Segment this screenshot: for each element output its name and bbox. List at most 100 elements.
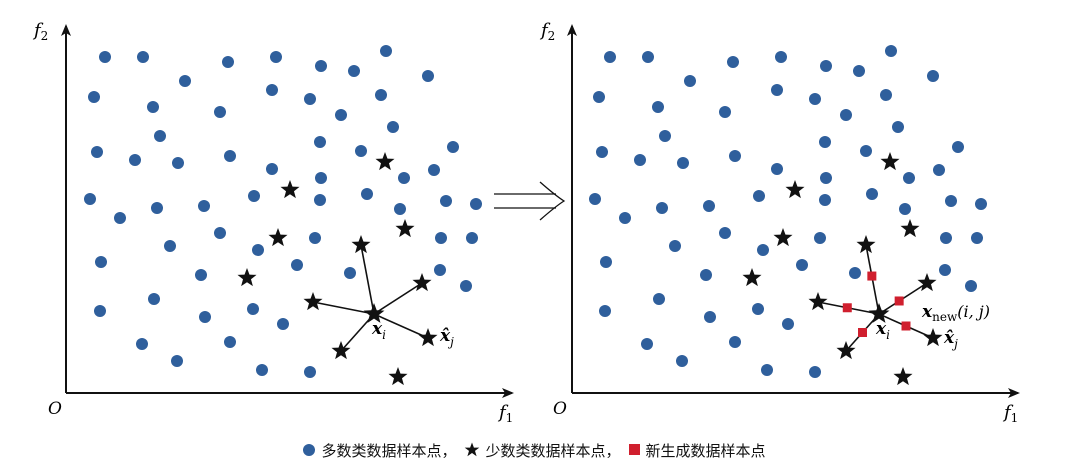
majority-point [669,240,681,252]
majority-point [782,318,794,330]
neighbor-point [808,292,828,311]
majority-point [248,190,260,202]
majority-point [314,136,326,148]
majority-point [939,264,951,276]
majority-point [600,256,612,268]
minority-point [893,367,913,386]
neighbor-point [351,235,371,254]
majority-point [596,146,608,158]
majority-point [641,338,653,350]
majority-point [91,146,103,158]
majority-point [653,293,665,305]
majority-point [315,60,327,72]
center-minority-point [868,303,890,323]
majority-point [892,121,904,133]
majority-point [727,56,739,68]
neighbor-point [917,273,937,292]
majority-point [88,91,100,103]
panel-original: O f1 f2 xi x̂j [32,20,514,425]
majority-point [719,227,731,239]
majority-point [796,259,808,271]
synthetic-point [842,303,852,313]
knn-stars-right [808,235,943,360]
majority-point [704,311,716,323]
minority-point [280,180,300,199]
majority-point [434,264,446,276]
majority-point [304,366,316,378]
circle-icon [303,444,316,456]
center-minority-point [363,303,385,323]
neighbor-point-label-left: x̂j [439,326,454,349]
majority-point [440,195,452,207]
majority-point [971,232,983,244]
minority-point [237,268,257,287]
majority-point [266,163,278,175]
origin-label-right: O [553,399,567,419]
majority-point [684,75,696,87]
majority-point [757,244,769,256]
minority-point [880,152,900,171]
majority-point [394,203,406,215]
majority-point [114,212,126,224]
majority-point [809,366,821,378]
majority-point [291,259,303,271]
majority-point [435,232,447,244]
majority-point [820,172,832,184]
legend-label-minority: 少数类数据样本点， [485,441,621,460]
majority-point [84,193,96,205]
majority-point [171,355,183,367]
synthetic-point [894,296,904,306]
majority-point [729,150,741,162]
majority-point [172,157,184,169]
majority-point [422,70,434,82]
majority-point [719,106,731,118]
majority-point [151,202,163,214]
neighbor-point [836,341,856,360]
majority-point [224,336,236,348]
majority-point [849,267,861,279]
majority-point [593,91,605,103]
majority-point [129,154,141,166]
majority-point [247,303,259,315]
majority-point [619,212,631,224]
neighbor-point [923,328,943,347]
legend-label-synthetic: 新生成数据样本点 [645,441,766,460]
majority-point [634,154,646,166]
majority-point [147,101,159,113]
majority-point [940,232,952,244]
majority-point [809,93,821,105]
majority-point [164,240,176,252]
majority-point [95,256,107,268]
majority-point [820,60,832,72]
majority-point [752,303,764,315]
majority-point [94,305,106,317]
majority-point [154,130,166,142]
square-icon [628,444,640,455]
neighbor-point [856,235,876,254]
majority-point [315,172,327,184]
origin-label-left: O [48,399,62,419]
majority-point [270,51,282,63]
majority-point [819,136,831,148]
neighbor-point [331,341,351,360]
legend-label-majority: 多数类数据样本点， [321,441,457,460]
majority-point [252,244,264,256]
legend-item-synthetic: 新生成数据样本点 [628,440,766,461]
majority-point [819,194,831,206]
neighbor-point [412,273,432,292]
neighbor-lines-left [312,244,429,352]
majority-point [224,150,236,162]
majority-point [771,163,783,175]
majority-point [880,89,892,101]
majority-point [375,89,387,101]
legend: 多数类数据样本点， 少数类数据样本点， 新生成数据样本点 [0,436,1068,464]
y-axis-label-right: f2 [539,20,555,43]
synthetic-points [842,271,911,337]
panel-oversampled: O f1 f2 xi x̂j xnew(i, j) [539,20,1020,425]
majority-point [927,70,939,82]
new-point-label: xnew(i, j) [921,302,990,324]
majority-point [266,84,278,96]
star-icon [465,442,480,457]
synthetic-point [867,271,877,281]
majority-point [945,195,957,207]
